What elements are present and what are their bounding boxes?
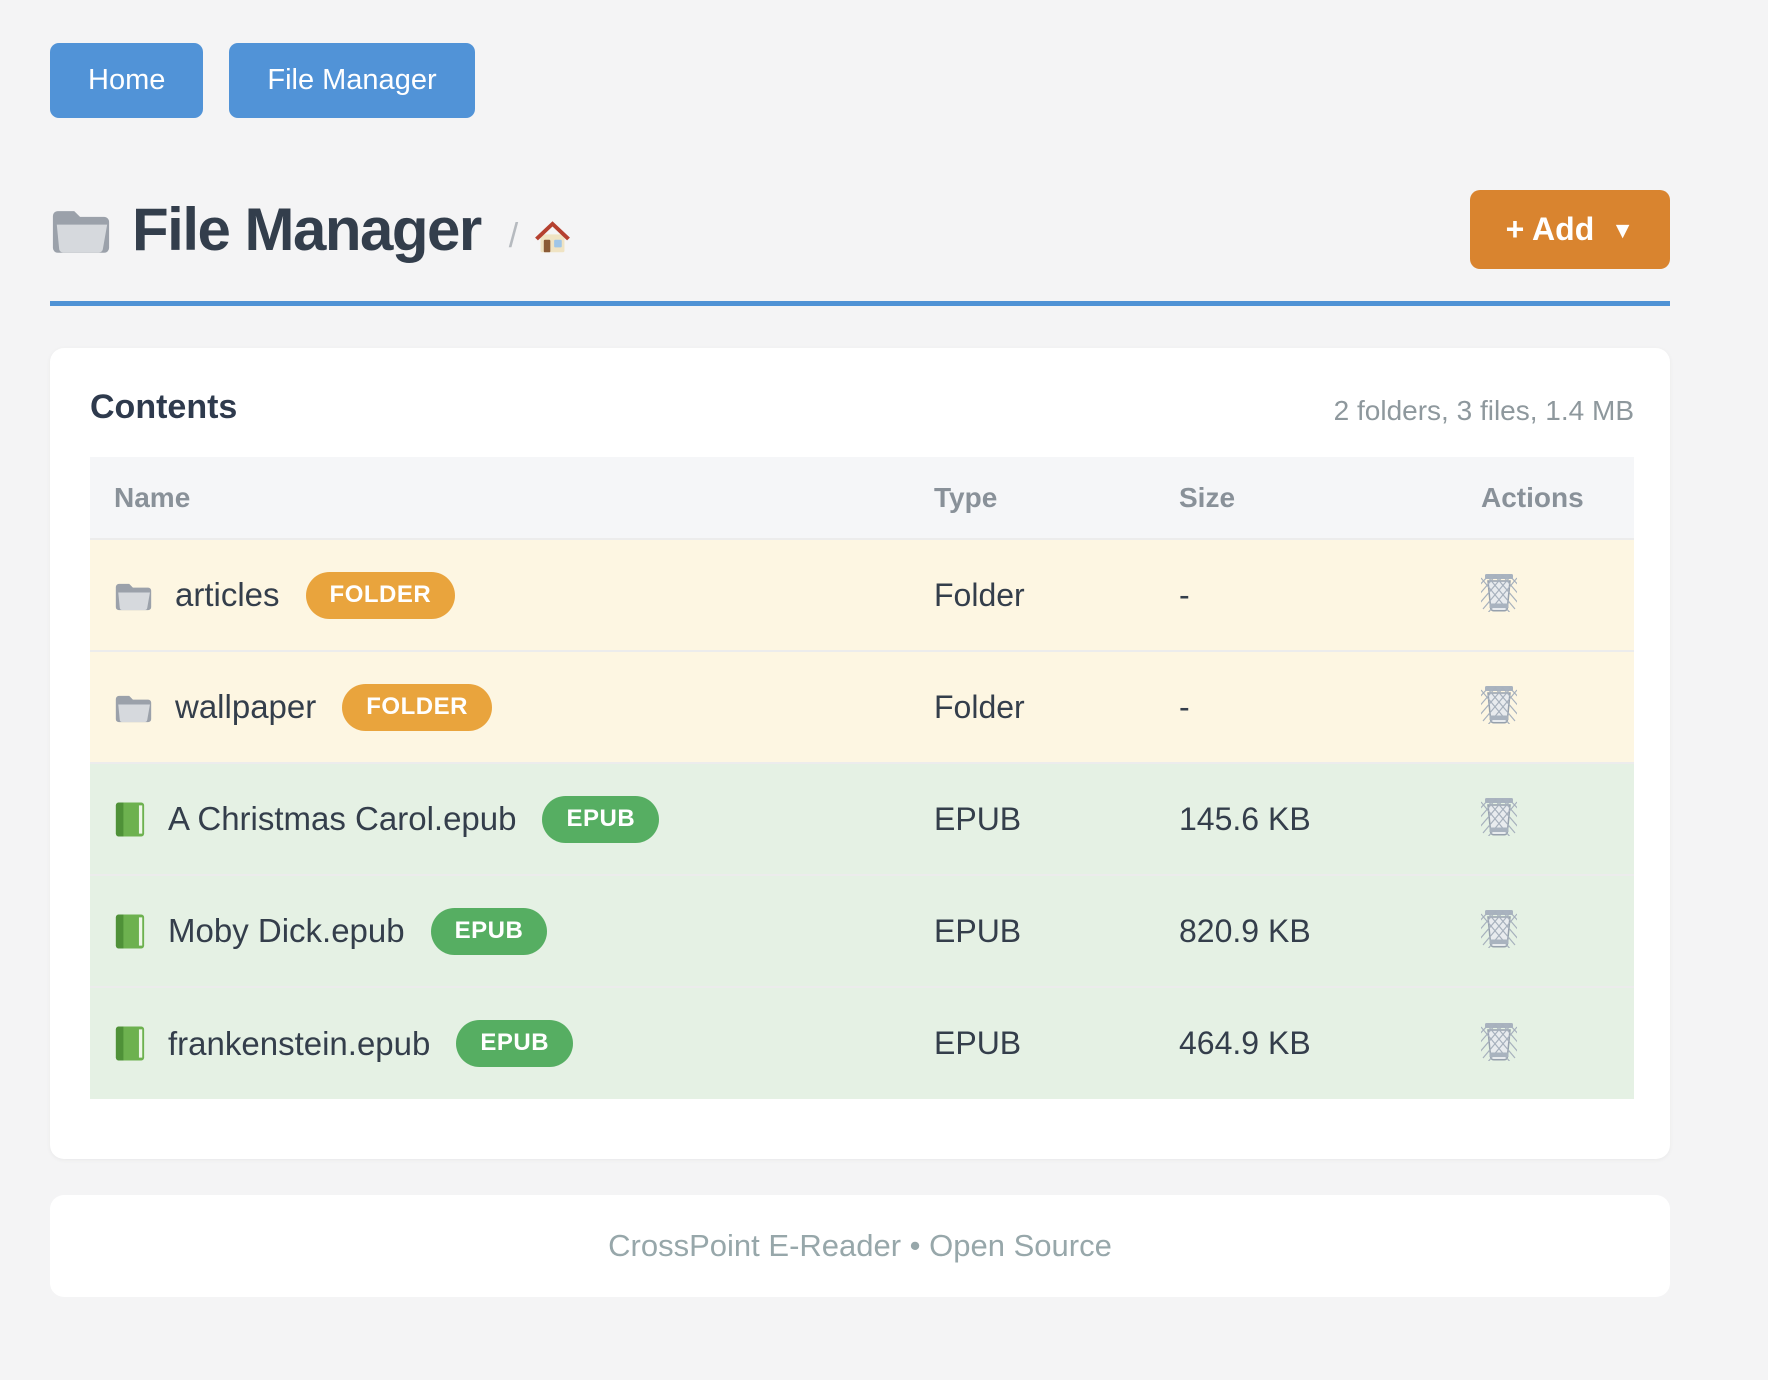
- folder-link[interactable]: wallpaper FOLDER: [114, 683, 934, 731]
- size-cell: 145.6 KB: [1179, 800, 1311, 837]
- col-header-type: Type: [934, 481, 998, 513]
- file-name: wallpaper: [175, 688, 317, 725]
- type-badge: EPUB: [542, 795, 660, 843]
- files-table: Name Type Size Actions articles FOLDER: [90, 457, 1634, 1099]
- file-name: Moby Dick.epub: [168, 912, 405, 949]
- type-badge: FOLDER: [342, 683, 492, 731]
- trash-icon: [1481, 682, 1517, 724]
- file-link[interactable]: A Christmas Carol.epub EPUB: [114, 795, 934, 843]
- chevron-down-icon: ▼: [1611, 217, 1634, 243]
- type-cell: Folder: [934, 576, 1025, 613]
- folder-icon: [50, 203, 112, 256]
- contents-summary: 2 folders, 3 files, 1.4 MB: [1333, 395, 1634, 426]
- file-link[interactable]: frankenstein.epub EPUB: [114, 1020, 934, 1067]
- contents-card: Contents 2 folders, 3 files, 1.4 MB Name…: [50, 348, 1670, 1159]
- trash-icon: [1481, 570, 1517, 612]
- page-header: File Manager / + Add ▼: [50, 190, 1670, 269]
- delete-button[interactable]: [1481, 682, 1517, 724]
- type-cell: EPUB: [934, 800, 1022, 837]
- file-link[interactable]: Moby Dick.epub EPUB: [114, 907, 934, 955]
- type-cell: EPUB: [934, 912, 1022, 949]
- size-cell: 464.9 KB: [1179, 1025, 1311, 1061]
- contents-heading: Contents: [90, 388, 238, 426]
- table-row: frankenstein.epub EPUB EPUB 464.9 KB: [90, 987, 1634, 1099]
- type-badge: FOLDER: [305, 571, 456, 619]
- add-button[interactable]: + Add ▼: [1469, 190, 1670, 269]
- col-header-actions: Actions: [1481, 481, 1584, 513]
- trash-icon: [1481, 906, 1517, 948]
- folder-icon: [114, 579, 153, 612]
- card-header: Contents 2 folders, 3 files, 1.4 MB: [90, 388, 1634, 427]
- trash-icon: [1481, 794, 1517, 836]
- file-name: articles: [175, 576, 280, 613]
- green-book-icon: [114, 912, 146, 951]
- type-badge: EPUB: [430, 907, 548, 955]
- trash-icon: [1481, 1019, 1517, 1061]
- type-badge: EPUB: [456, 1020, 574, 1067]
- table-row: articles FOLDER Folder -: [90, 539, 1634, 651]
- house-icon[interactable]: [534, 219, 571, 254]
- nav-button-file-manager[interactable]: File Manager: [229, 43, 475, 118]
- delete-button[interactable]: [1481, 794, 1517, 836]
- folder-icon: [114, 691, 153, 724]
- type-cell: EPUB: [934, 1025, 1022, 1061]
- page-title: File Manager: [132, 196, 482, 263]
- delete-button[interactable]: [1481, 1019, 1517, 1061]
- size-cell: -: [1179, 576, 1190, 613]
- file-name: frankenstein.epub: [168, 1024, 431, 1062]
- size-cell: 820.9 KB: [1179, 912, 1311, 949]
- col-header-size: Size: [1179, 481, 1236, 513]
- green-book-icon: [114, 800, 146, 839]
- folder-link[interactable]: articles FOLDER: [114, 571, 934, 619]
- add-button-label: + Add: [1505, 211, 1595, 247]
- delete-button[interactable]: [1481, 570, 1517, 612]
- title-divider: [50, 301, 1670, 306]
- title-group: File Manager /: [50, 195, 571, 264]
- file-name: A Christmas Carol.epub: [168, 800, 517, 837]
- col-header-name: Name: [114, 481, 191, 513]
- page: Home File Manager File Manager / + Add ▼…: [50, 0, 1670, 1297]
- delete-button[interactable]: [1481, 906, 1517, 948]
- type-cell: Folder: [934, 688, 1025, 725]
- breadcrumb-separator: /: [508, 217, 519, 255]
- green-book-icon: [114, 1024, 146, 1063]
- size-cell: -: [1179, 688, 1190, 725]
- table-row: wallpaper FOLDER Folder -: [90, 651, 1634, 763]
- table-header-row: Name Type Size Actions: [90, 457, 1634, 539]
- nav-button-home[interactable]: Home: [50, 43, 204, 118]
- table-row: Moby Dick.epub EPUB EPUB 820.9 KB: [90, 875, 1634, 987]
- footer: CrossPoint E-Reader • Open Source: [50, 1195, 1670, 1297]
- footer-text: CrossPoint E-Reader • Open Source: [608, 1228, 1112, 1263]
- table-row: A Christmas Carol.epub EPUB EPUB 145.6 K…: [90, 763, 1634, 875]
- top-nav: Home File Manager: [50, 43, 1670, 118]
